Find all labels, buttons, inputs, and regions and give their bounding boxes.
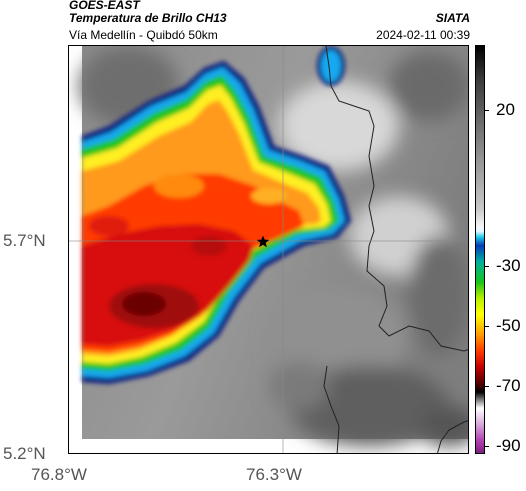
product-name: GOES-EAST [69,0,140,12]
lon-tick-label: 76.3°W [246,465,302,484]
colorbar-tick [485,266,489,267]
lat-tick-label: 5.2°N [3,444,46,463]
colorbar-label: 20 [496,100,515,119]
colorbar-label: -90 [496,436,521,455]
river-border-east [437,420,468,453]
lat-tick-label: 5.7°N [3,231,46,250]
lon-tick-label: 76.8°W [31,465,87,484]
colorbar-tick [485,446,489,447]
agency-name: SIATA [435,11,470,25]
colorbar-tick [485,386,489,387]
gray-texture [79,46,468,446]
cold-cloud-top [82,61,351,384]
colorbar-label: -30 [496,256,521,275]
colorbar-label: -50 [496,316,521,335]
cold-cloud-north [317,46,345,86]
colorbar [475,45,485,454]
colorbar-label: -70 [496,376,521,395]
coastline [325,46,468,352]
colorbar-tick [485,326,489,327]
satellite-map[interactable] [68,45,469,454]
map-subtitle: Vía Medellín - Quibdó 50km [69,28,218,42]
map-title: Temperatura de Brillo CH13 [69,11,227,25]
river-border [323,365,340,453]
brightness-temperature-image [69,46,468,453]
colorbar-tick [485,110,489,111]
star-marker[interactable] [256,235,270,248]
timestamp: 2024-02-11 00:39 [376,28,470,42]
